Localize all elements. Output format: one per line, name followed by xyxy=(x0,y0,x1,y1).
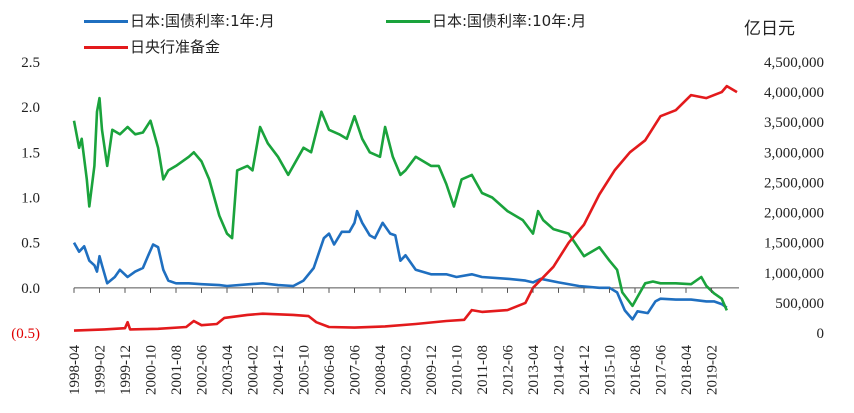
x-tick-label: 2002-06 xyxy=(195,345,211,395)
series-layer xyxy=(72,84,738,332)
right-tick-label: 0 xyxy=(817,326,825,342)
x-tick-label: 2004-12 xyxy=(271,345,287,395)
right-tick-label: 3,500,000 xyxy=(764,115,824,131)
series-line-3 xyxy=(73,84,738,332)
left-axis: 2.5 2.0 1.5 1.0 0.5 0.0 (0.5) xyxy=(11,55,40,342)
x-tick-label: 1999-12 xyxy=(118,345,134,395)
x-tick-label: 2005-10 xyxy=(297,345,313,395)
right-tick-label: 2,000,000 xyxy=(764,206,824,222)
left-tick-label: 2.5 xyxy=(21,55,40,71)
right-tick-label: 4,000,000 xyxy=(764,85,824,101)
x-tick-label: 2001-08 xyxy=(169,345,185,395)
x-tick-label: 2009-12 xyxy=(424,345,440,395)
x-tick-label: 2011-08 xyxy=(475,345,491,394)
x-tick-label: 2014-02 xyxy=(552,345,568,395)
legend-label-10y: 日本:国债利率:10年:月 xyxy=(432,12,587,30)
legend-label-reserves: 日央行准备金 xyxy=(130,38,221,56)
right-tick-label: 1,000,000 xyxy=(764,266,824,282)
x-tick-label: 2016-08 xyxy=(628,345,644,395)
x-tick-label: 2006-08 xyxy=(322,345,338,395)
x-tick-label: 2000-10 xyxy=(144,345,160,395)
x-tick-label: 2017-06 xyxy=(654,345,670,395)
series-line-1 xyxy=(72,209,728,321)
left-tick-label: 0.5 xyxy=(21,236,40,252)
left-tick-label: 1.5 xyxy=(21,145,40,161)
legend-swatch-reserves xyxy=(84,46,128,49)
right-tick-label: 1,500,000 xyxy=(764,236,824,252)
x-tick-label: 2019-02 xyxy=(705,345,721,395)
left-tick-label: 0.0 xyxy=(21,281,40,297)
right-tick-label: 4,500,000 xyxy=(764,55,824,71)
x-tick-label: 2003-04 xyxy=(220,345,236,395)
x-tick-label: 2018-04 xyxy=(679,345,695,395)
x-tick-label: 1999-02 xyxy=(93,345,109,395)
series-line-2 xyxy=(72,96,728,311)
right-tick-label: 3,000,000 xyxy=(764,145,824,161)
x-tick-label: 2004-02 xyxy=(246,345,262,395)
right-axis-title: 亿日元 xyxy=(744,19,795,39)
right-axis: 4,500,000 4,000,000 3,500,000 3,000,000 2,50… xyxy=(764,55,824,342)
x-tick-label: 2015-10 xyxy=(603,345,619,395)
left-tick-label: 2.0 xyxy=(21,100,40,116)
x-tick-label: 2013-04 xyxy=(526,345,542,395)
left-tick-label: (0.5) xyxy=(11,326,40,342)
x-tick-label: 2009-02 xyxy=(399,345,415,395)
right-tick-label: 500,000 xyxy=(775,296,824,312)
x-tick-label: 2012-06 xyxy=(501,345,517,395)
legend-swatch-1y xyxy=(84,20,128,23)
legend-swatch-10y xyxy=(386,20,430,23)
x-tick-label: 2014-12 xyxy=(577,345,593,395)
x-tick-label: 2010-10 xyxy=(450,345,466,395)
left-tick-label: 1.0 xyxy=(21,191,40,207)
legend-label-1y: 日本:国债利率:1年:月 xyxy=(130,12,275,30)
x-tick-label: 2007-06 xyxy=(348,345,364,395)
right-tick-label: 2,500,000 xyxy=(764,175,824,191)
x-axis: 1998-04 1999-02 1999-12 2000-10 2001-08 2002-… xyxy=(67,287,721,395)
x-tick-label: 2008-04 xyxy=(373,345,389,395)
x-tick-label: 1998-04 xyxy=(67,345,83,395)
